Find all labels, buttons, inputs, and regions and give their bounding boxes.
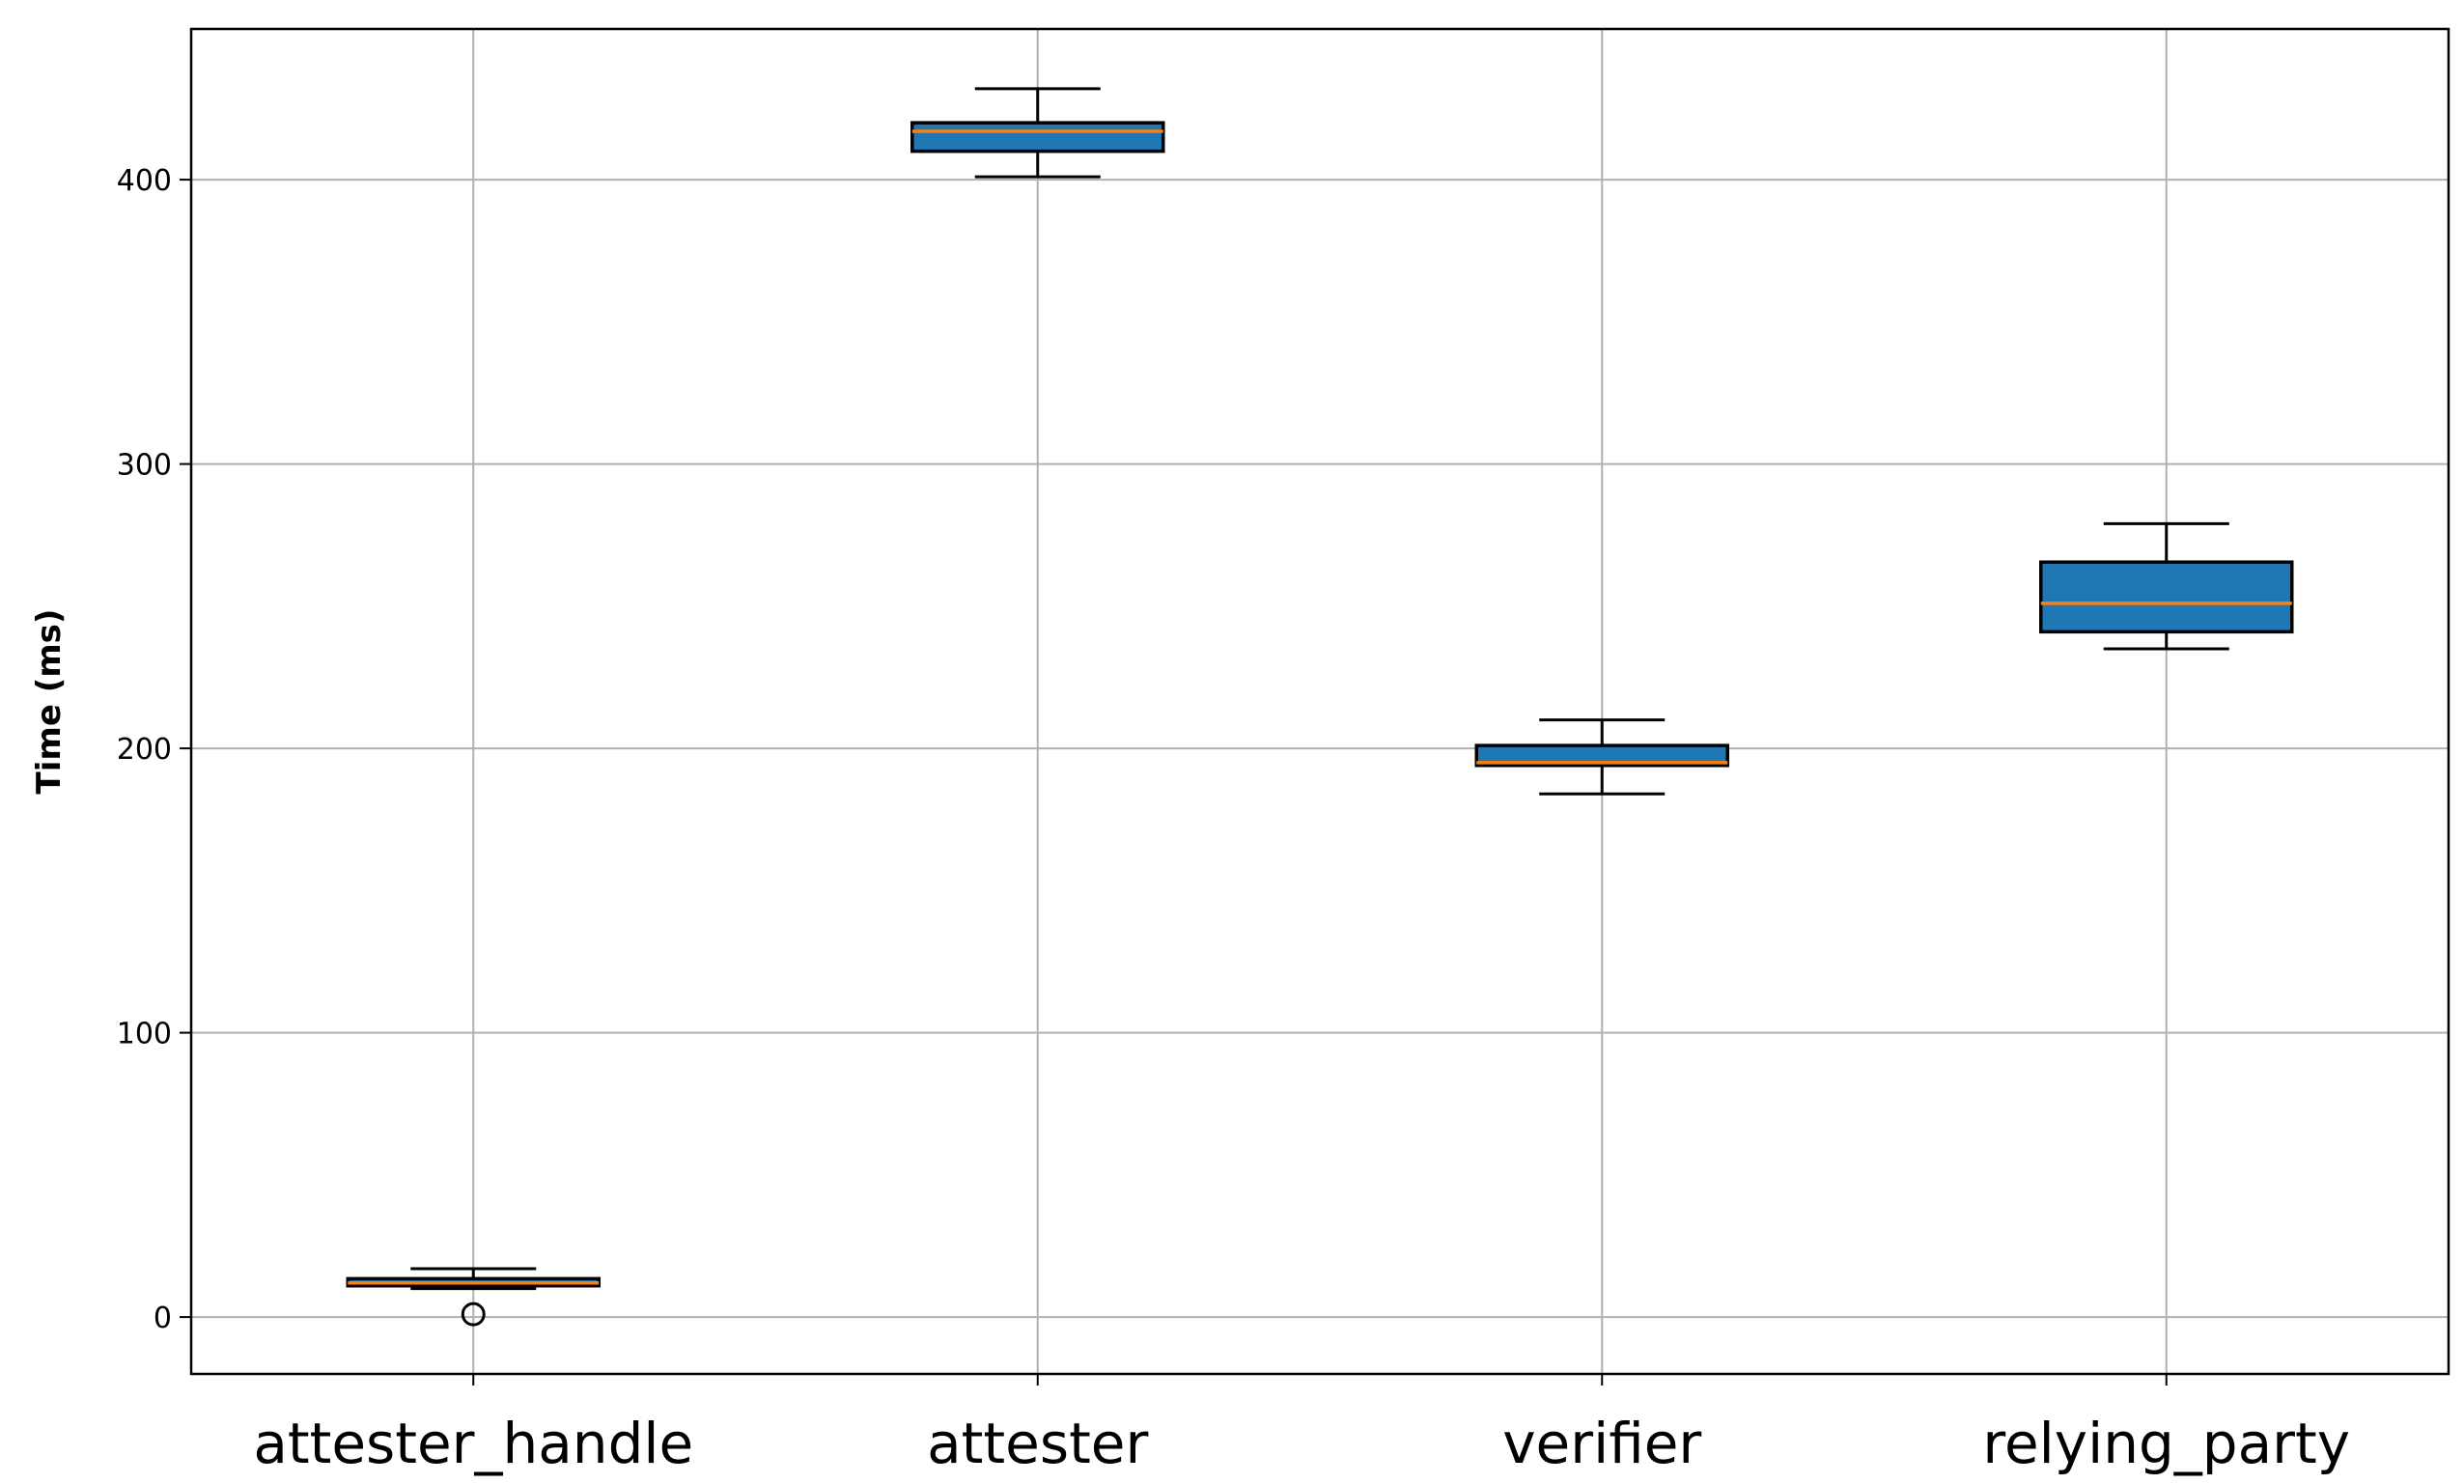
y-axis-ticks: 0 100 200 300 400 (117, 164, 191, 1335)
x-tick-label: attester (927, 1411, 1148, 1476)
x-tick-label: verifier (1502, 1411, 1701, 1476)
box-attester_handle (346, 1267, 601, 1327)
y-axis-title: Time (ms) (30, 609, 69, 795)
y-tick-label: 0 (154, 1302, 172, 1335)
x-tick-label: relying_party (1982, 1411, 2350, 1476)
iqr-box (2039, 560, 2294, 634)
y-tick-label: 300 (117, 449, 172, 483)
grid-lines (191, 29, 2449, 1374)
box-attester (910, 87, 1165, 179)
iqr-box (910, 121, 1165, 154)
outlier-point (461, 1302, 486, 1327)
plot-frame (189, 27, 2450, 1376)
iqr-box (1474, 743, 1729, 768)
x-axis-ticks: attester_handle attester verifier relying_p… (253, 1374, 2350, 1476)
boxes (346, 87, 2294, 1327)
box-relying_party (2039, 521, 2294, 651)
x-tick-label: attester_handle (253, 1411, 693, 1476)
y-tick-label: 100 (117, 1018, 172, 1051)
y-tick-label: 200 (117, 733, 172, 767)
y-tick-label: 400 (117, 164, 172, 198)
box-verifier (1474, 718, 1729, 796)
